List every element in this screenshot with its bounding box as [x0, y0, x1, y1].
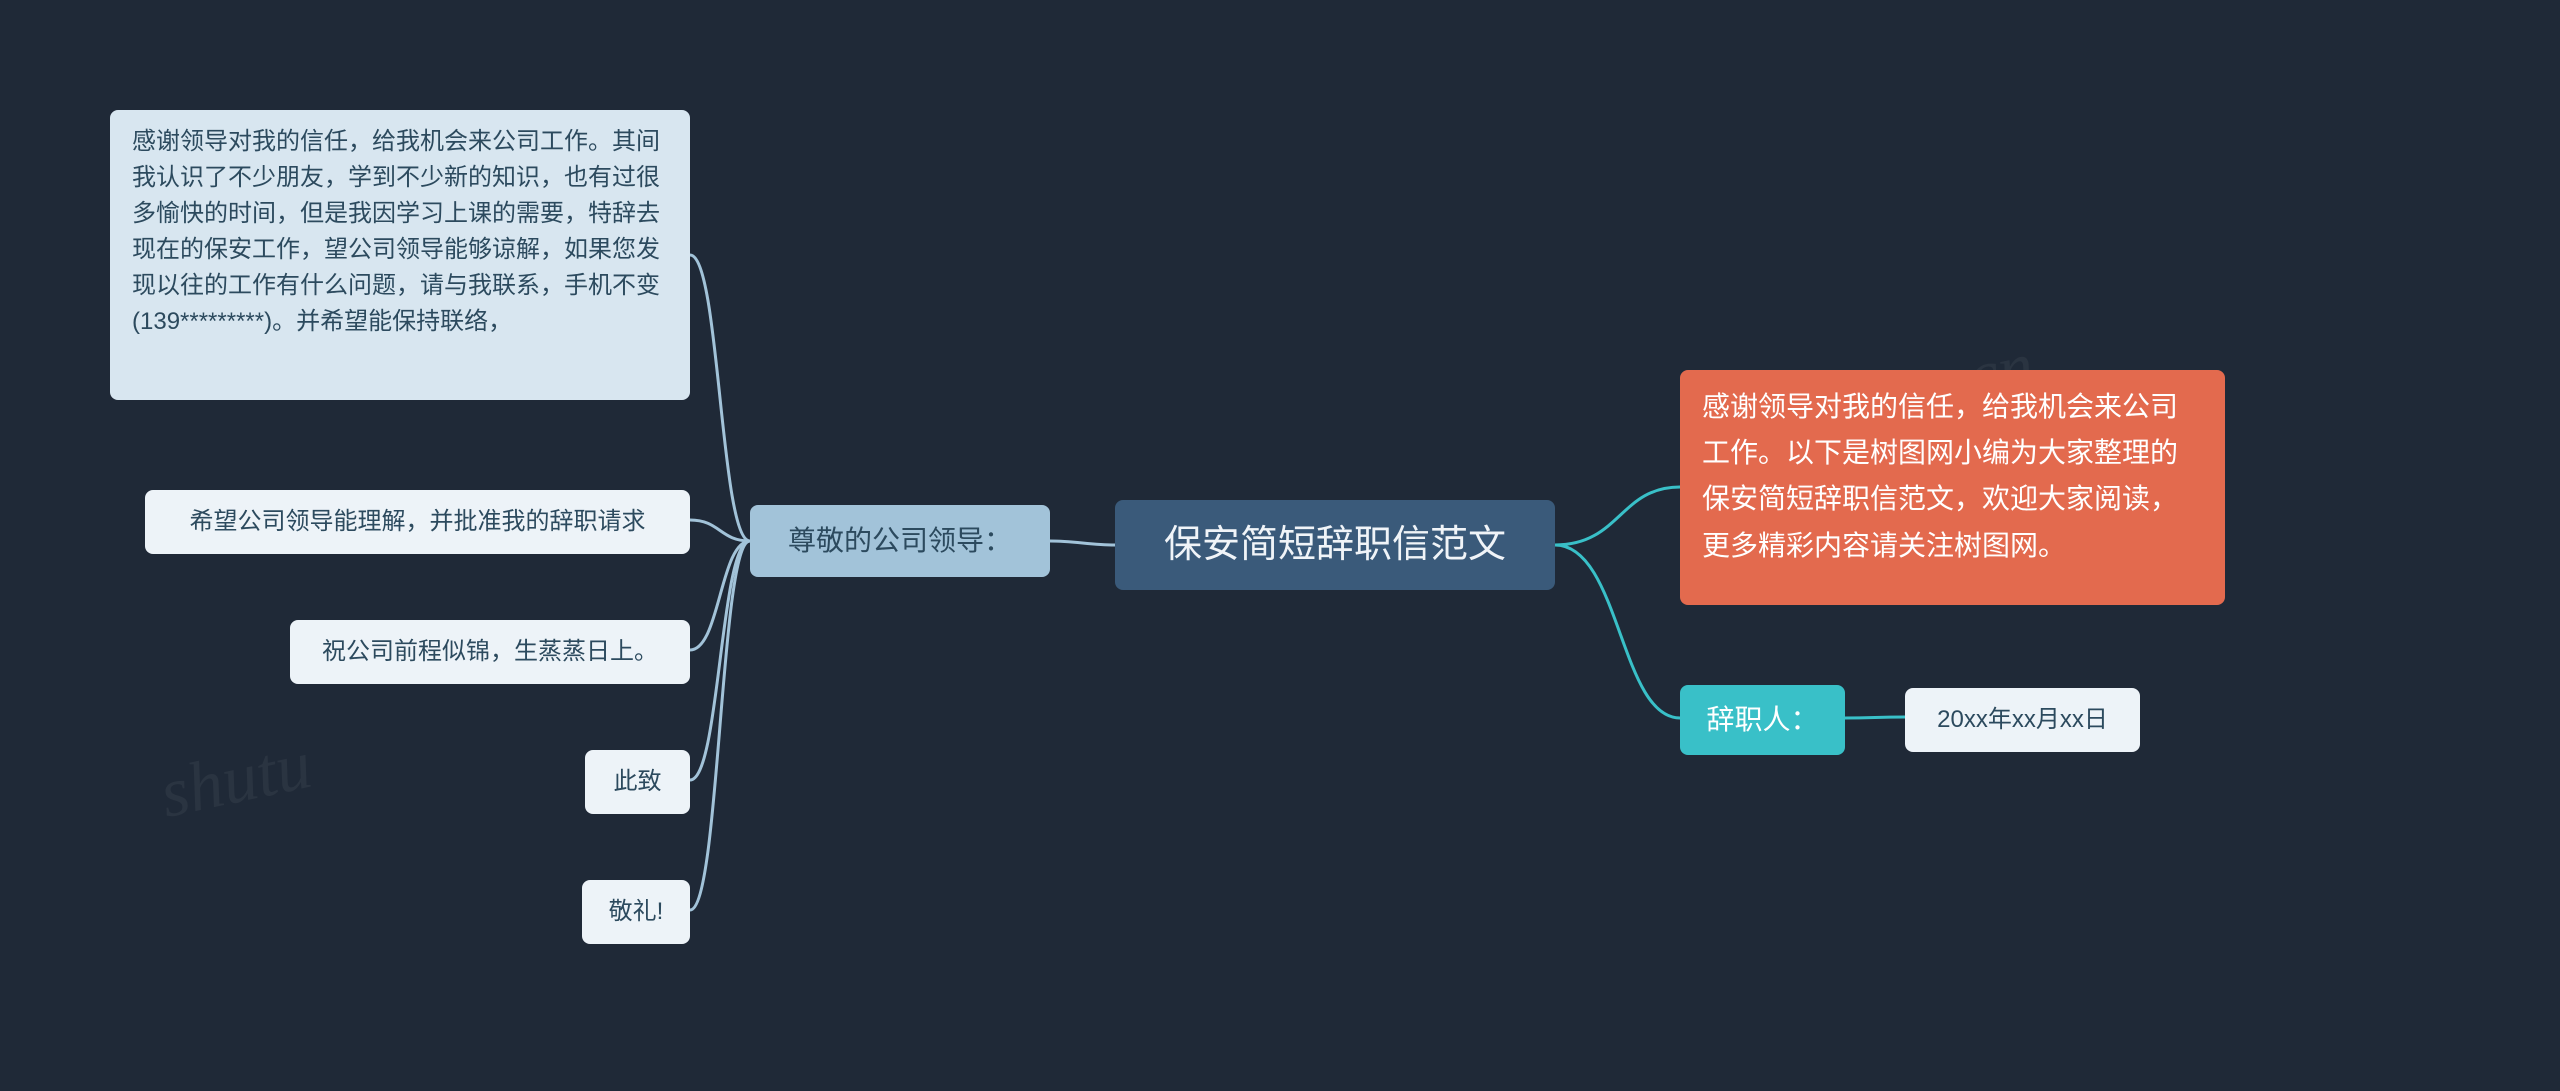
closing-jingli-node: 敬礼! — [582, 880, 690, 944]
salutation-node: 尊敬的公司领导： — [750, 505, 1050, 577]
intro-summary-node: 感谢领导对我的信任，给我机会来公司工作。以下是树图网小编为大家整理的保安简短辞职… — [1680, 370, 2225, 605]
watermark: shutu — [153, 725, 318, 835]
closing-cizhi-node: 此致 — [585, 750, 690, 814]
resign-date-node: 20xx年xx月xx日 — [1905, 688, 2140, 752]
gratitude-paragraph-node: 感谢领导对我的信任，给我机会来公司工作。其间我认识了不少朋友，学到不少新的知识，… — [110, 110, 690, 400]
resign-person-node: 辞职人： — [1680, 685, 1845, 755]
request-approval-node: 希望公司领导能理解，并批准我的辞职请求 — [145, 490, 690, 554]
well-wishes-node: 祝公司前程似锦，生蒸蒸日上。 — [290, 620, 690, 684]
mindmap-root: 保安简短辞职信范文 — [1115, 500, 1555, 590]
